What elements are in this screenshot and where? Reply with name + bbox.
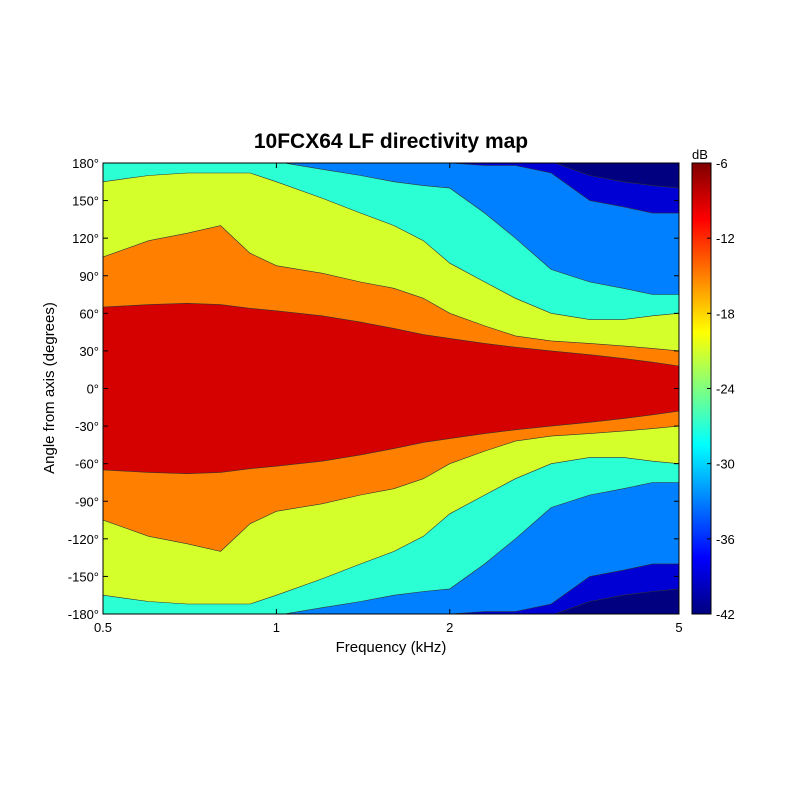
y-tick-label: 30° bbox=[79, 344, 99, 359]
y-tick-label: 150° bbox=[72, 194, 99, 209]
colorbar-unit: dB bbox=[692, 147, 708, 162]
y-tick-label: 60° bbox=[79, 306, 99, 321]
y-tick-label: 120° bbox=[72, 231, 99, 246]
y-tick-label: -30° bbox=[75, 419, 99, 434]
y-tick-label: -120° bbox=[68, 532, 99, 547]
colorbar-tick-label: -30 bbox=[716, 457, 735, 472]
colorbar-tick-label: -42 bbox=[716, 607, 735, 622]
y-tick-label: -150° bbox=[68, 569, 99, 584]
plot-area bbox=[103, 163, 679, 614]
x-tick-label: 5 bbox=[675, 620, 682, 635]
colorbar-tick-label: -36 bbox=[716, 532, 735, 547]
colorbar-tick-label: -24 bbox=[716, 382, 735, 397]
x-tick-label: 0.5 bbox=[94, 620, 112, 635]
y-tick-label: -180° bbox=[68, 607, 99, 622]
y-tick-label: 90° bbox=[79, 269, 99, 284]
x-tick-label: 2 bbox=[446, 620, 453, 635]
level-band-1 bbox=[103, 302, 679, 475]
y-axis-label: Angle from axis (degrees) bbox=[41, 302, 58, 474]
y-tick-label: 0° bbox=[87, 382, 99, 397]
y-tick-label: -60° bbox=[75, 457, 99, 472]
y-axis: 180° 150° 120° 90° 60° 30° 0° -30° -60° -90° -120°… bbox=[68, 156, 679, 622]
colorbar-tick-label: -18 bbox=[716, 306, 735, 321]
x-tick-label: 1 bbox=[273, 620, 280, 635]
y-tick-label: -90° bbox=[75, 494, 99, 509]
colorbar-tick-label: -6 bbox=[716, 156, 728, 171]
colorbar: dB -6 -12 -18 -24 -30 -36 -42 bbox=[691, 147, 735, 622]
colorbar-tick-label: -12 bbox=[716, 231, 735, 246]
x-axis: 0.5 1 2 5 bbox=[94, 163, 683, 635]
y-tick-label: 180° bbox=[72, 156, 99, 171]
chart-title: 10FCX64 LF directivity map bbox=[254, 130, 528, 153]
x-axis-label: Frequency (kHz) bbox=[336, 639, 447, 656]
